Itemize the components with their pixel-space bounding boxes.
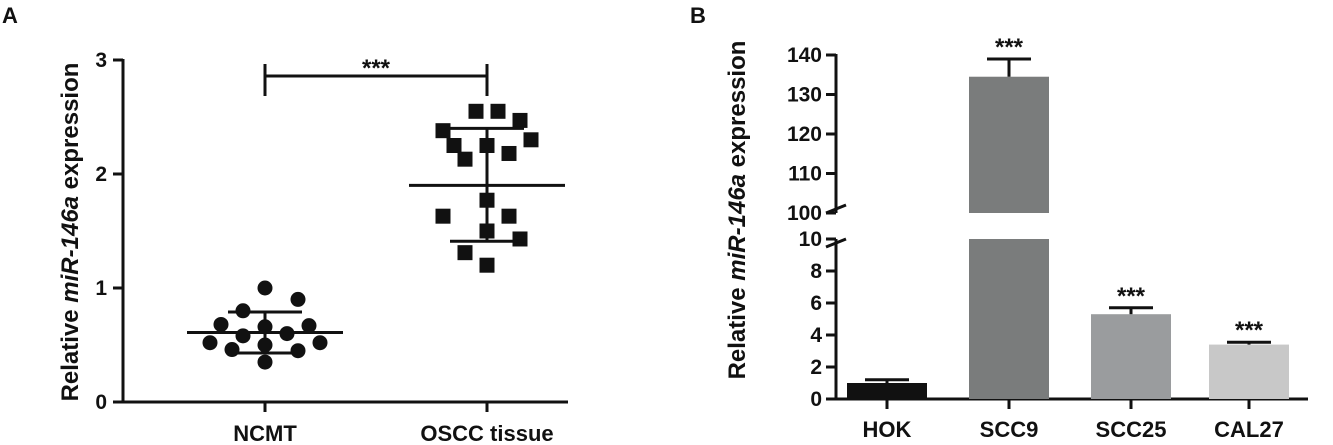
panel-b-y-tick-label: 120: [787, 123, 822, 146]
panel-b-y-tick-label: 4: [810, 324, 822, 347]
panel-a-y-tick-label: 2: [95, 163, 107, 186]
panel-a-ncmt-point: [290, 291, 306, 307]
panel-a-y-tick-label: 1: [95, 277, 107, 300]
panel-a-x-tick-label: OSCC tissue: [420, 421, 553, 445]
panel-a-oscc-point: [468, 103, 484, 119]
panel-b-bar-scc9-upper: [969, 76, 1049, 213]
panel-b-y-tick-label: 130: [787, 84, 822, 107]
panel-a-ncmt-point: [224, 342, 240, 358]
panel-b-significance-label: ***: [1235, 317, 1264, 344]
panel-a-ncmt-point: [257, 280, 273, 296]
panel-a-significance-label: ***: [362, 55, 391, 82]
panel-letter-b: B: [690, 3, 706, 28]
panel-b-y-tick-label: 140: [787, 44, 822, 67]
panel-a-oscc-point: [501, 145, 517, 161]
panel-a-ncmt-point: [202, 335, 218, 351]
panel-letter-a: A: [2, 3, 18, 28]
panel-b-y-tick-label: 6: [810, 292, 822, 315]
panel-a-oscc-point: [512, 112, 528, 128]
panel-a-oscc-point: [512, 231, 528, 247]
panel-a-oscc-point: [435, 208, 451, 224]
panel-b-y-tick-label: 0: [810, 388, 822, 411]
panel-a-oscc-point: [490, 103, 506, 119]
panel-b-bar-scc25: [1091, 314, 1171, 399]
panel-b-x-tick-label: SCC9: [980, 417, 1039, 442]
panel-a-ncmt-point: [235, 328, 251, 344]
panel-b-y-axis-title: Relative miR-146a expression: [724, 41, 751, 380]
panel-a-oscc-point: [446, 138, 462, 153]
panel-b-x-tick-label: HOK: [863, 417, 912, 442]
panel-b-bar-hok: [847, 383, 927, 399]
panel-a-x-tick-label: NCMT: [233, 421, 297, 445]
panel-b-axis-break-mark-lower: [825, 237, 847, 249]
panel-b-bar-chart: Relative miR-146a expression 10011012013…: [724, 34, 1308, 442]
panel-b-y-tick-label: 2: [810, 356, 822, 379]
panel-b-significance-label: ***: [1117, 283, 1146, 310]
panel-a-oscc-point: [501, 208, 517, 224]
panel-b-y-tick-label: 100: [787, 202, 822, 225]
panel-b-x-tick-label: SCC25: [1096, 417, 1167, 442]
panel-b-y-tick-label: 10: [799, 228, 822, 251]
panel-a-y-tick-label: 0: [95, 391, 107, 414]
panel-a-ncmt-point: [301, 318, 317, 334]
panel-b-x-tick-label: CAL27: [1214, 417, 1284, 442]
panel-a-oscc-point: [457, 151, 473, 167]
panel-b-y-tick-label: 8: [810, 260, 822, 283]
panel-b-bar-scc9-lower: [969, 239, 1049, 399]
panel-a-oscc-point: [457, 245, 473, 261]
panel-b-y-tick-label: 110: [788, 163, 822, 186]
panel-a-ncmt-point: [312, 335, 328, 351]
panel-a-oscc-point: [523, 132, 539, 148]
panel-a-oscc-point: [479, 257, 495, 273]
panel-a-scatter-chart: Relative miR-146a expression 0 1 2 3 NCMT OSC…: [57, 49, 568, 445]
panel-a-ncmt-point: [257, 354, 273, 370]
panel-a-ncmt-point: [290, 343, 306, 359]
panel-a-ncmt-point: [213, 316, 229, 332]
panel-a-y-tick-label: 3: [95, 49, 107, 72]
panel-a-y-axis-title: Relative miR-146a expression: [57, 63, 84, 402]
panel-b-significance-label: ***: [995, 34, 1024, 61]
panel-b-bar-cal27: [1209, 344, 1289, 399]
panel-a-oscc-point: [435, 123, 451, 139]
